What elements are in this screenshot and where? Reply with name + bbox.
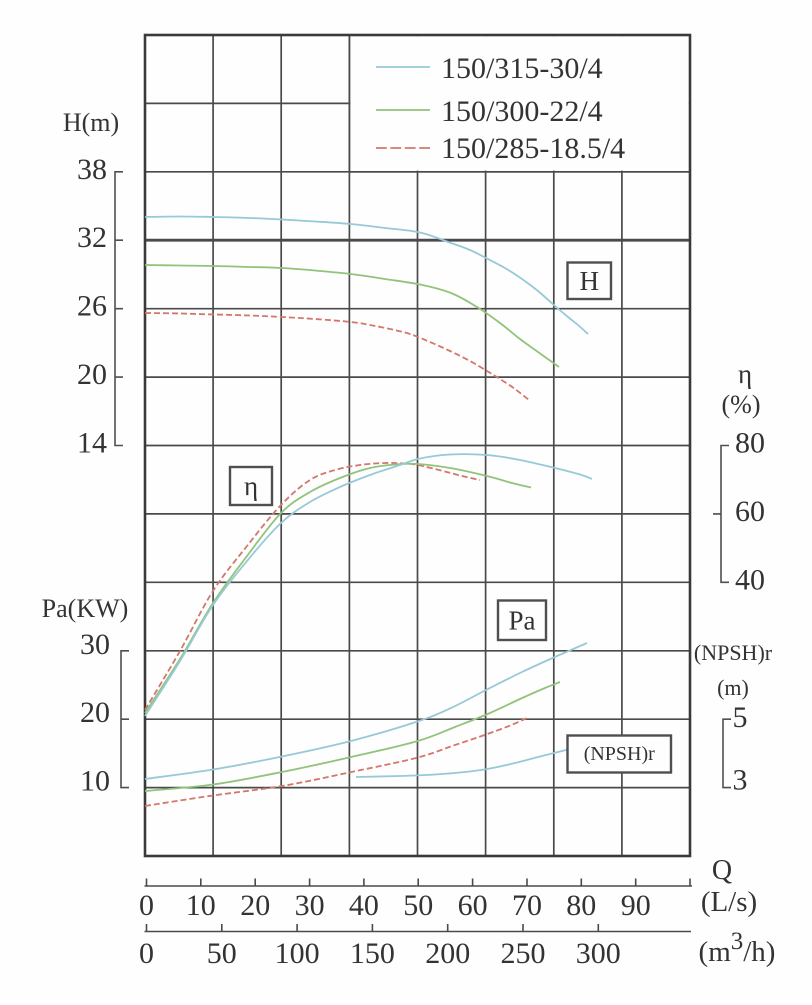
svg-text:30: 30 <box>295 889 325 922</box>
svg-text:H: H <box>580 266 600 296</box>
svg-text:20: 20 <box>80 696 110 729</box>
svg-text:14: 14 <box>77 427 107 460</box>
svg-text:(m): (m) <box>717 675 749 700</box>
svg-text:150/285-18.5/4: 150/285-18.5/4 <box>441 132 625 165</box>
svg-text:20: 20 <box>77 358 107 391</box>
svg-text:η: η <box>244 471 258 501</box>
svg-text:40: 40 <box>349 889 379 922</box>
svg-text:200: 200 <box>425 937 470 970</box>
svg-text:(NPSH)r: (NPSH)r <box>694 640 773 665</box>
svg-text:150/300-22/4: 150/300-22/4 <box>441 95 603 128</box>
svg-text:H(m): H(m) <box>63 108 119 137</box>
svg-text:60: 60 <box>458 889 488 922</box>
svg-text:26: 26 <box>77 290 107 323</box>
svg-text:150: 150 <box>350 937 395 970</box>
svg-text:20: 20 <box>240 889 270 922</box>
svg-text:40: 40 <box>735 563 765 596</box>
svg-text:0: 0 <box>139 937 154 970</box>
svg-text:(%): (%) <box>722 390 761 419</box>
svg-text:η: η <box>738 359 752 389</box>
svg-text:80: 80 <box>735 427 765 460</box>
svg-text:10: 10 <box>186 889 216 922</box>
svg-text:(L/s): (L/s) <box>701 886 757 918</box>
svg-text:38: 38 <box>77 153 107 186</box>
svg-text:50: 50 <box>207 937 237 970</box>
svg-text:32: 32 <box>77 221 107 254</box>
svg-text:100: 100 <box>275 937 320 970</box>
svg-text:90: 90 <box>621 889 651 922</box>
svg-text:Pa: Pa <box>509 605 536 635</box>
svg-text:(NPSH)r: (NPSH)r <box>584 743 655 765</box>
svg-text:0: 0 <box>139 889 154 922</box>
svg-text:50: 50 <box>403 889 433 922</box>
svg-text:70: 70 <box>512 889 542 922</box>
svg-text:150/315-30/4: 150/315-30/4 <box>441 52 603 85</box>
svg-text:3: 3 <box>733 764 748 797</box>
svg-text:Q: Q <box>712 855 732 886</box>
svg-text:5: 5 <box>733 701 748 734</box>
svg-text:300: 300 <box>576 937 621 970</box>
svg-text:30: 30 <box>80 628 110 661</box>
svg-text:250: 250 <box>501 937 546 970</box>
svg-text:80: 80 <box>566 889 596 922</box>
svg-text:10: 10 <box>80 765 110 798</box>
svg-text:Pa(KW): Pa(KW) <box>42 594 129 623</box>
svg-text:60: 60 <box>735 495 765 528</box>
